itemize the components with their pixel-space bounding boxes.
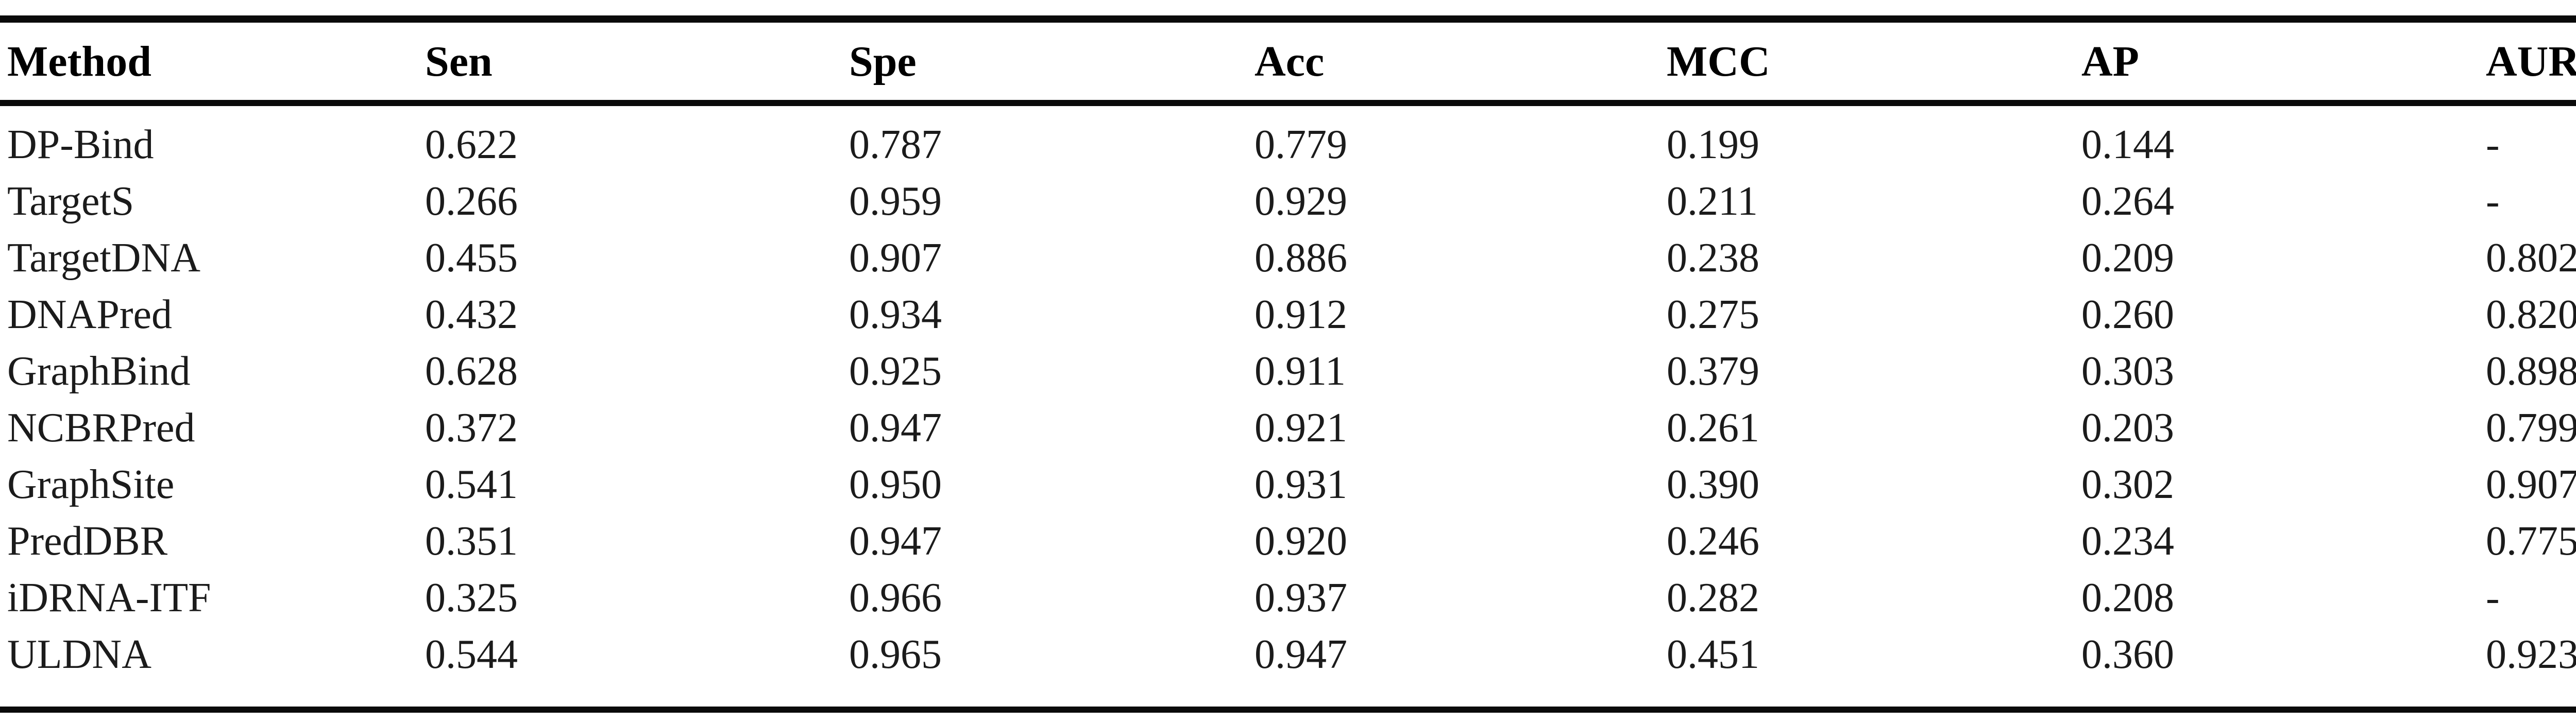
ap-cell: 0.260 bbox=[2081, 291, 2174, 337]
table-row: ULDNA 0.544 0.965 0.947 0.451 0.360 0.92… bbox=[0, 626, 2576, 683]
ap-cell: 0.264 bbox=[2081, 178, 2174, 224]
table-row: DNAPred 0.432 0.934 0.912 0.275 0.260 0.… bbox=[0, 286, 2576, 343]
ap-cell: 0.208 bbox=[2081, 575, 2174, 621]
sen-cell: 0.628 bbox=[425, 348, 518, 394]
ap-cell: 0.203 bbox=[2081, 405, 2174, 451]
spe-cell: 0.947 bbox=[849, 518, 942, 564]
mcc-cell: 0.211 bbox=[1667, 178, 1758, 224]
column-header-mcc: MCC bbox=[1667, 37, 1770, 85]
method-cell: PredDBR bbox=[7, 518, 168, 564]
table-row: PredDBR 0.351 0.947 0.920 0.246 0.234 0.… bbox=[0, 513, 2576, 570]
auroc-cell: - bbox=[2486, 575, 2500, 621]
column-header-acc: Acc bbox=[1255, 37, 1325, 85]
method-cell: NCBRPred bbox=[7, 405, 195, 451]
ap-cell: 0.234 bbox=[2081, 518, 2174, 564]
method-cell: GraphBind bbox=[7, 348, 191, 394]
spe-cell: 0.907 bbox=[849, 235, 942, 281]
mcc-cell: 0.451 bbox=[1667, 631, 1759, 677]
acc-cell: 0.921 bbox=[1255, 405, 1347, 451]
table-header-row: Method Sen Spe Acc MCC AP AUROC bbox=[0, 23, 2576, 100]
table-row: iDRNA-ITF 0.325 0.966 0.937 0.282 0.208 … bbox=[0, 570, 2576, 626]
mcc-cell: 0.238 bbox=[1667, 235, 1759, 281]
acc-cell: 0.947 bbox=[1255, 631, 1347, 677]
column-header-sen: Sen bbox=[425, 37, 493, 85]
ap-cell: 0.302 bbox=[2081, 461, 2174, 507]
method-cell: GraphSite bbox=[7, 461, 175, 507]
sen-cell: 0.544 bbox=[425, 631, 518, 677]
auroc-cell: 0.923 bbox=[2486, 631, 2576, 677]
method-cell: DP-Bind bbox=[7, 122, 154, 167]
auroc-cell: 0.898 bbox=[2486, 348, 2576, 394]
sen-cell: 0.266 bbox=[425, 178, 518, 224]
method-cell: TargetDNA bbox=[7, 235, 201, 281]
column-header-auroc: AUROC bbox=[2486, 37, 2576, 85]
mcc-cell: 0.199 bbox=[1667, 122, 1759, 167]
acc-cell: 0.886 bbox=[1255, 235, 1347, 281]
mcc-cell: 0.261 bbox=[1667, 405, 1759, 451]
acc-cell: 0.929 bbox=[1255, 178, 1347, 224]
sen-cell: 0.622 bbox=[425, 122, 518, 167]
spe-cell: 0.959 bbox=[849, 178, 942, 224]
acc-cell: 0.920 bbox=[1255, 518, 1347, 564]
header-divider-rule bbox=[0, 100, 2576, 106]
ap-cell: 0.209 bbox=[2081, 235, 2174, 281]
spe-cell: 0.966 bbox=[849, 575, 942, 621]
column-header-spe: Spe bbox=[849, 37, 917, 85]
table-row: TargetS 0.266 0.959 0.929 0.211 0.264 - bbox=[0, 173, 2576, 230]
table-body: DP-Bind 0.622 0.787 0.779 0.199 0.144 - … bbox=[0, 106, 2576, 707]
top-rule bbox=[0, 15, 2576, 23]
ap-cell: 0.360 bbox=[2081, 631, 2174, 677]
table-row: TargetDNA 0.455 0.907 0.886 0.238 0.209 … bbox=[0, 230, 2576, 286]
sen-cell: 0.325 bbox=[425, 575, 518, 621]
auroc-cell: 0.907 bbox=[2486, 461, 2576, 507]
auroc-cell: 0.820 bbox=[2486, 291, 2576, 337]
column-header-ap: AP bbox=[2081, 37, 2139, 85]
ap-cell: 0.303 bbox=[2081, 348, 2174, 394]
sen-cell: 0.351 bbox=[425, 518, 518, 564]
acc-cell: 0.937 bbox=[1255, 575, 1347, 621]
auroc-cell: - bbox=[2486, 178, 2500, 224]
mcc-cell: 0.246 bbox=[1667, 518, 1759, 564]
sen-cell: 0.372 bbox=[425, 405, 518, 451]
auroc-cell: 0.799 bbox=[2486, 405, 2576, 451]
acc-cell: 0.912 bbox=[1255, 291, 1347, 337]
auroc-cell: - bbox=[2486, 122, 2500, 167]
mcc-cell: 0.390 bbox=[1667, 461, 1759, 507]
mcc-cell: 0.282 bbox=[1667, 575, 1759, 621]
method-cell: DNAPred bbox=[7, 291, 172, 337]
method-cell: TargetS bbox=[7, 178, 134, 224]
acc-cell: 0.931 bbox=[1255, 461, 1347, 507]
auroc-cell: 0.775 bbox=[2486, 518, 2576, 564]
sen-cell: 0.455 bbox=[425, 235, 518, 281]
column-header-method: Method bbox=[7, 37, 151, 85]
bottom-rule bbox=[0, 707, 2576, 713]
sen-cell: 0.432 bbox=[425, 291, 518, 337]
mcc-cell: 0.275 bbox=[1667, 291, 1759, 337]
spe-cell: 0.934 bbox=[849, 291, 942, 337]
acc-cell: 0.779 bbox=[1255, 122, 1347, 167]
spe-cell: 0.965 bbox=[849, 631, 942, 677]
method-cell: iDRNA-ITF bbox=[7, 575, 211, 621]
table-row: GraphBind 0.628 0.925 0.911 0.379 0.303 … bbox=[0, 343, 2576, 400]
method-cell: ULDNA bbox=[7, 631, 151, 677]
mcc-cell: 0.379 bbox=[1667, 348, 1759, 394]
spe-cell: 0.787 bbox=[849, 122, 942, 167]
spe-cell: 0.925 bbox=[849, 348, 942, 394]
ap-cell: 0.144 bbox=[2081, 122, 2174, 167]
auroc-cell: 0.802 bbox=[2486, 235, 2576, 281]
table-row: NCBRPred 0.372 0.947 0.921 0.261 0.203 0… bbox=[0, 400, 2576, 456]
table-row: DP-Bind 0.622 0.787 0.779 0.199 0.144 - bbox=[0, 116, 2576, 173]
acc-cell: 0.911 bbox=[1255, 348, 1346, 394]
spe-cell: 0.947 bbox=[849, 405, 942, 451]
table-row: GraphSite 0.541 0.950 0.931 0.390 0.302 … bbox=[0, 456, 2576, 513]
spe-cell: 0.950 bbox=[849, 461, 942, 507]
sen-cell: 0.541 bbox=[425, 461, 518, 507]
